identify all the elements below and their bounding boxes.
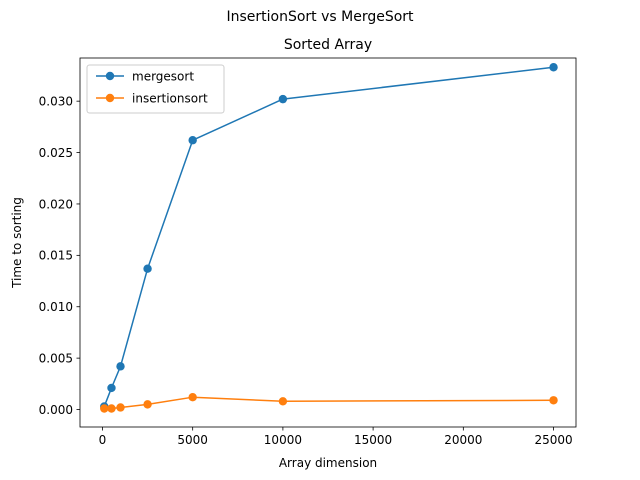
y-tick-label: 0.030 [39,94,73,108]
series-layer [100,63,558,413]
legend-label-mergesort: mergesort [132,69,194,83]
data-point-insertionsort [116,403,125,412]
data-point-mergesort [143,264,152,273]
data-point-insertionsort [188,392,197,402]
x-tick-label: 5000 [177,433,208,447]
x-tick-label: 0 [99,433,107,447]
data-point-mergesort [188,136,197,145]
plot-area: 0 5000 10000 15000 20000 25000 0.000 0.005 0.010… [39,57,577,447]
legend: mergesort insertionsort [86,64,225,114]
x-axis-label: Array dimension [279,456,377,470]
data-point-insertionsort [549,396,558,405]
x-tick-label: 20000 [444,433,482,447]
legend-marker-mergesort [105,71,115,81]
axes-layer: 0 5000 10000 15000 20000 25000 0.000 0.005 0.010… [39,94,573,447]
y-tick-label: 0.005 [39,351,73,365]
y-tick-label: 0.025 [39,146,73,160]
data-point-insertionsort [100,404,109,413]
axes-frame [79,57,577,428]
y-tick-label: 0.020 [39,197,73,211]
data-point-mergesort [549,63,558,72]
data-point-mergesort [278,94,288,104]
data-point-insertionsort [278,397,288,406]
y-tick-label: 0.000 [39,403,73,417]
series-insertionsort [100,392,558,413]
data-point-mergesort [107,383,116,393]
chart-title: Sorted Array [284,37,372,53]
x-tick-label: 10000 [264,433,302,447]
data-point-insertionsort [143,400,152,409]
y-tick-label: 0.010 [39,300,73,314]
legend-box [86,64,225,114]
x-tick-label: 15000 [354,433,392,447]
legend-marker-insertionsort [105,93,115,103]
legend-label-insertionsort: insertionsort [132,91,208,105]
y-tick-label: 0.015 [39,249,73,263]
x-tick-label: 25000 [534,433,572,447]
figure-suptitle: InsertionSort vs MergeSort [226,9,414,25]
data-point-insertionsort [107,404,116,413]
y-axis-label: Time to sorting [10,197,24,289]
data-point-mergesort [116,362,125,371]
